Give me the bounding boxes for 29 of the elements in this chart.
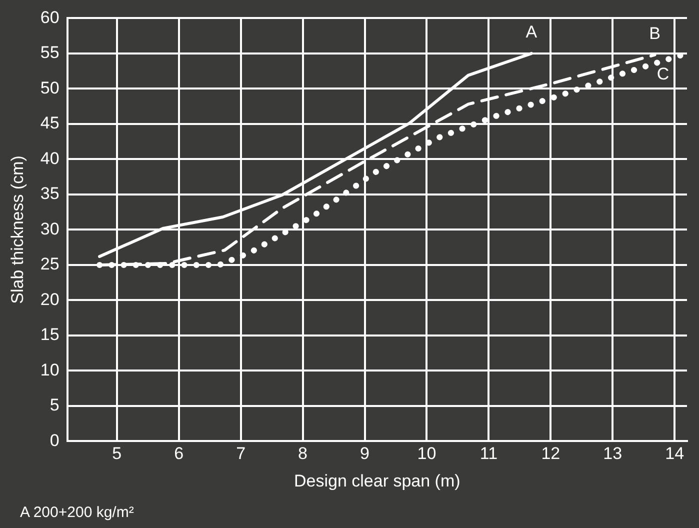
y-tick-label: 50 xyxy=(40,78,60,98)
x-tick-label: 12 xyxy=(541,444,560,464)
x-tick-label: 5 xyxy=(112,444,122,464)
y-tick-label: 5 xyxy=(50,396,60,415)
y-tick-label: 15 xyxy=(40,325,60,344)
y-tick-label: 30 xyxy=(40,219,60,238)
x-axis-title: Design clear span (m) xyxy=(294,471,460,490)
y-tick-label: 60 xyxy=(40,8,60,27)
y-tick-label: 25 xyxy=(40,254,60,274)
x-tick-label: 9 xyxy=(360,444,370,464)
x-tick-label: 10 xyxy=(417,444,436,464)
x-tick-label: 8 xyxy=(298,444,308,464)
y-tick-label: 0 xyxy=(50,430,60,450)
y-axis-title: Slab thickness (cm) xyxy=(8,156,27,304)
y-tick-label: 35 xyxy=(40,184,60,204)
series-label: B xyxy=(649,24,660,44)
series-label: C xyxy=(656,64,670,84)
y-tick-label: 40 xyxy=(40,148,60,168)
x-tick-label: 7 xyxy=(236,444,246,464)
y-tick-label: 20 xyxy=(40,290,60,309)
y-tick-label: 45 xyxy=(40,114,60,133)
y-tick-label: 10 xyxy=(40,360,60,380)
y-tick-label: 55 xyxy=(40,43,60,62)
x-tick-label: 13 xyxy=(603,444,622,464)
text: A 200+200 kg/m² xyxy=(20,504,134,521)
x-tick-label: 6 xyxy=(174,444,184,464)
x-tick-label: 11 xyxy=(480,444,498,464)
series-label: A xyxy=(526,22,538,42)
x-tick-label: 14 xyxy=(665,444,684,464)
